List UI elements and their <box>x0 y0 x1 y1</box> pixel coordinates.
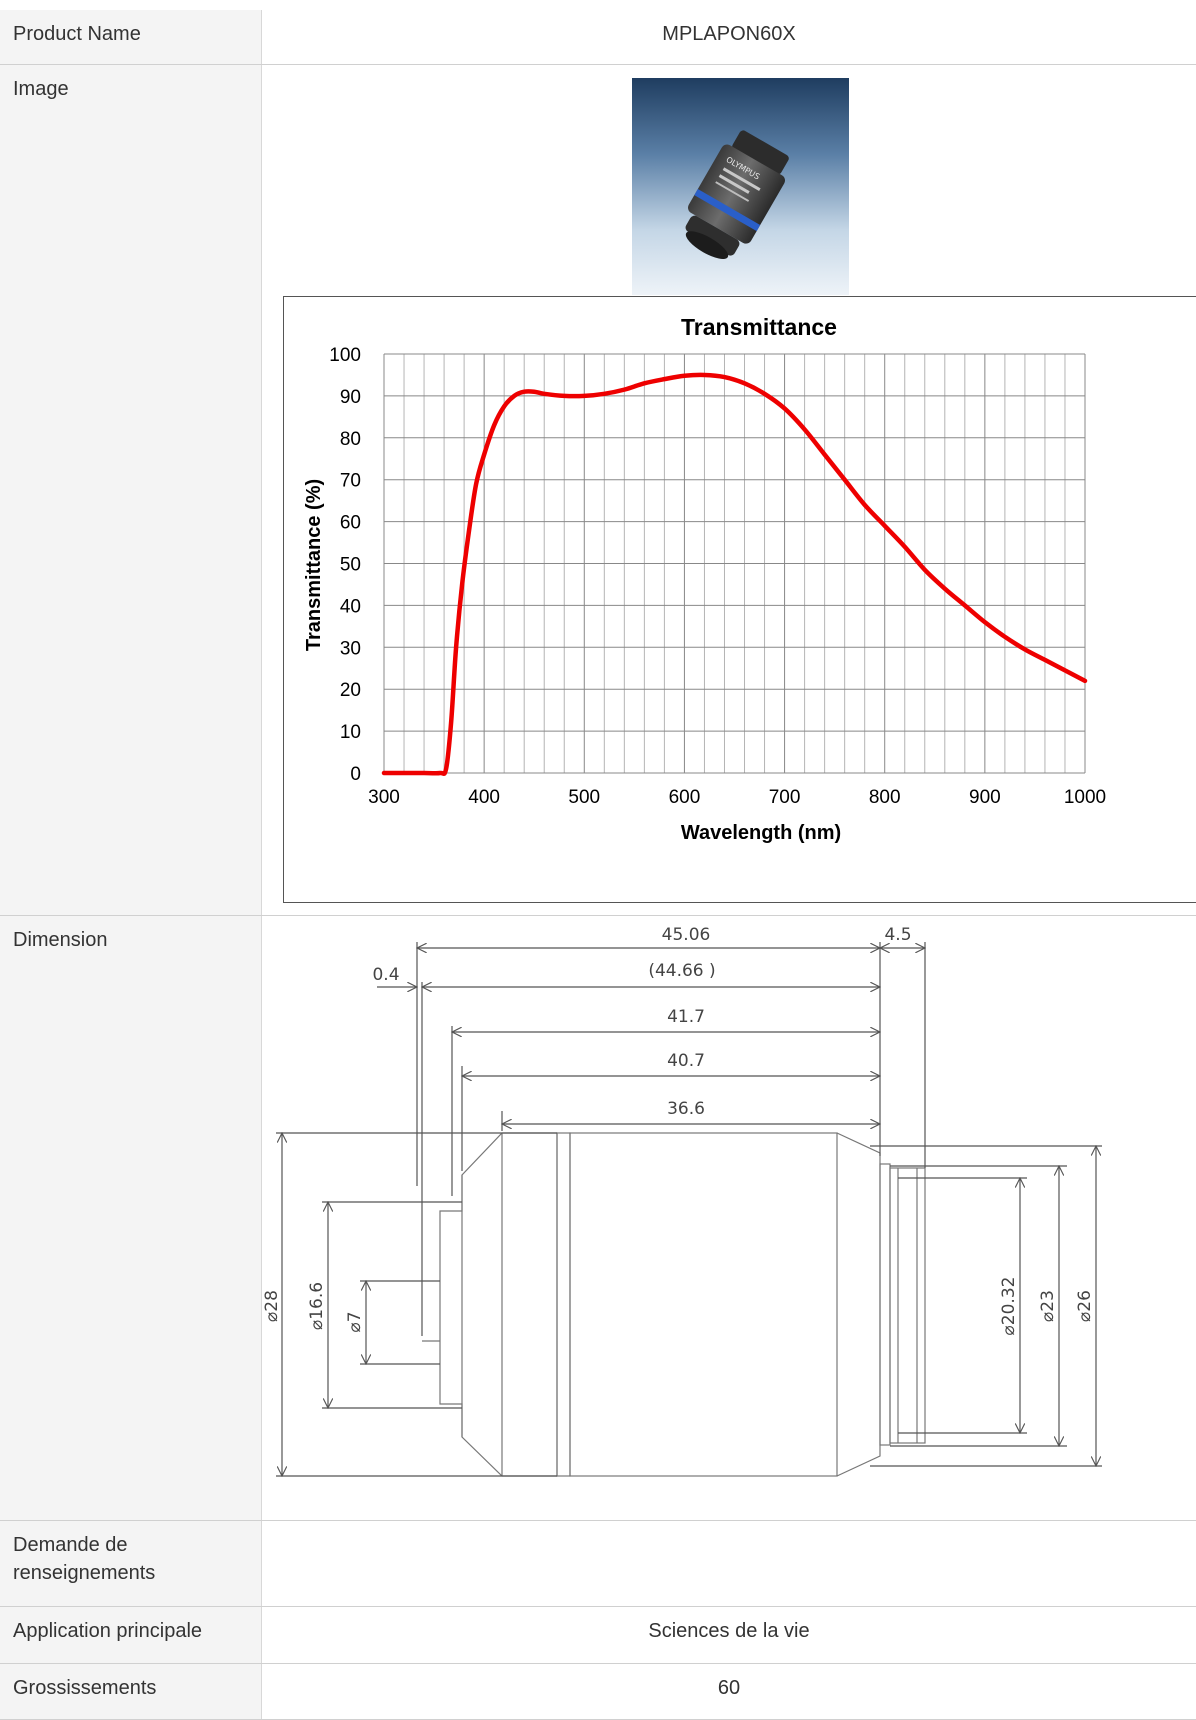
application-label: Application principale <box>0 1607 262 1663</box>
x-axis-title: Wavelength (nm) <box>681 822 841 844</box>
dim-dia-front: ⌀16.6 <box>307 1282 327 1330</box>
dim-flange-length: (44.66 ) <box>648 961 715 981</box>
application-value: Sciences de la vie <box>648 1620 810 1642</box>
x-tick-label: 500 <box>568 787 600 808</box>
y-tick-label: 30 <box>340 638 361 659</box>
dim-overall-length: 45.06 <box>662 925 711 945</box>
y-tick-label: 90 <box>340 387 361 408</box>
dim-dia-shoulder: ⌀26 <box>1075 1290 1095 1322</box>
inquiry-value <box>262 1521 1196 1606</box>
y-tick-label: 40 <box>340 596 361 617</box>
chart-grid <box>383 353 1086 774</box>
y-tick-label: 100 <box>329 345 361 366</box>
dim-dia-thread-inner: ⌀20.32 <box>999 1277 1019 1336</box>
dim-dia-body: ⌀28 <box>262 1290 282 1322</box>
chart-series <box>381 372 1088 776</box>
x-tick-label: 300 <box>368 787 400 808</box>
row-product-name: Product Name MPLAPON60X <box>0 10 1196 65</box>
row-inquiry: Demande de renseignements <box>0 1521 1196 1607</box>
y-tick-label: 70 <box>340 471 361 492</box>
dimension-label: Dimension <box>0 916 262 1520</box>
dimension-lines <box>276 942 1102 1476</box>
dim-length-b: 40.7 <box>667 1051 705 1071</box>
y-tick-label: 20 <box>340 680 361 701</box>
image-cell: OLYMPUS Transmittance 300 400 500 600 700 800… <box>262 65 1196 915</box>
x-tick-label: 600 <box>669 787 701 808</box>
x-tick-label: 1000 <box>1064 787 1106 808</box>
x-tick-label: 800 <box>869 787 901 808</box>
magnification-value: 60 <box>717 1677 741 1699</box>
spec-table: Product Name MPLAPON60X Image <box>0 10 1196 1720</box>
magnification-label: Grossissements <box>0 1664 262 1719</box>
dim-tip-offset: 0.4 <box>372 965 399 985</box>
x-tick-label: 400 <box>468 787 500 808</box>
x-tick-labels: 300 400 500 600 700 800 900 1000 <box>368 787 1106 808</box>
dimension-drawing: 45.06 4.5 0.4 (44.66 ) 41.7 40.7 36.6 ⌀2… <box>262 916 1196 1520</box>
product-name-label: Product Name <box>0 10 262 64</box>
transmittance-chart: Transmittance 300 400 500 600 700 800 900 1000 … <box>283 296 1196 903</box>
product-name-value: MPLAPON60X <box>662 23 796 45</box>
row-application: Application principale Sciences de la vi… <box>0 1607 1196 1664</box>
y-tick-label: 10 <box>340 722 361 743</box>
y-axis-title: Transmittance (%) <box>303 479 325 651</box>
dim-length-c: 36.6 <box>667 1099 705 1119</box>
transmittance-series-line <box>381 372 1088 776</box>
objective-outline <box>422 1132 926 1477</box>
y-tick-label: 80 <box>340 429 361 450</box>
row-magnification: Grossissements 60 <box>0 1664 1196 1720</box>
dimension-cell: 45.06 4.5 0.4 (44.66 ) 41.7 40.7 36.6 ⌀2… <box>262 916 1196 1520</box>
image-label: Image <box>0 65 262 915</box>
x-tick-label: 700 <box>769 787 801 808</box>
dim-dia-tip: ⌀7 <box>345 1311 365 1332</box>
chart-title: Transmittance <box>681 314 837 340</box>
inquiry-label: Demande de renseignements <box>0 1521 262 1606</box>
objective-lens-photo: OLYMPUS <box>632 78 849 295</box>
x-tick-label: 900 <box>969 787 1001 808</box>
dim-length-a: 41.7 <box>667 1007 705 1027</box>
y-tick-label: 0 <box>350 764 361 785</box>
row-image: Image <box>0 65 1196 916</box>
dim-dia-thread: ⌀23 <box>1038 1290 1058 1322</box>
y-tick-label: 60 <box>340 513 361 534</box>
y-tick-labels: 0 10 20 30 40 50 60 70 80 90 100 <box>329 345 361 785</box>
row-dimension: Dimension <box>0 916 1196 1521</box>
dim-thread-length: 4.5 <box>884 925 911 945</box>
y-tick-label: 50 <box>340 555 361 576</box>
